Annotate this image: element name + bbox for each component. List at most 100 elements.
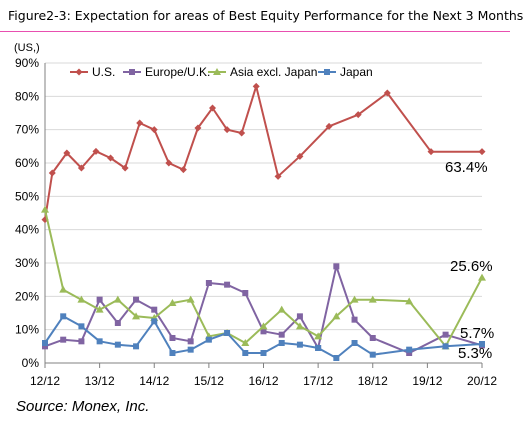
data-point: [427, 148, 435, 156]
data-point: [132, 312, 141, 320]
data-point: [296, 341, 303, 348]
legend-label: U.S.: [92, 65, 115, 79]
data-point: [479, 341, 485, 347]
data-point: [151, 318, 158, 325]
data-point: [78, 338, 85, 345]
data-point: [165, 159, 173, 167]
series-line: [44, 209, 483, 348]
y-tick-label: 80%: [15, 89, 39, 103]
x-tick-label: 19/12: [412, 374, 442, 388]
data-point: [241, 339, 250, 346]
data-point: [114, 320, 121, 326]
y-tick-label: 0%: [22, 356, 40, 370]
data-point: [205, 336, 212, 343]
value-annotation: 5.7%: [460, 325, 494, 342]
data-point: [350, 295, 359, 303]
data-point: [209, 104, 217, 112]
y-tick-label: 20%: [15, 289, 39, 303]
data-point: [113, 295, 122, 303]
value-annotation: 25.6%: [450, 258, 493, 275]
legend: U.S. Europe/U.K. Asia excl. Japan Japan: [70, 65, 373, 79]
x-tick-label: 13/12: [85, 374, 115, 388]
data-point: [205, 280, 212, 286]
data-point: [260, 328, 267, 335]
y-tick-label: 30%: [15, 256, 39, 270]
x-tick-label: 17/12: [303, 374, 333, 388]
data-point: [107, 154, 115, 162]
y-tick-labels: 0% 10% 20% 30% 40% 50% 60% 70% 80% 90%: [15, 56, 39, 370]
data-point: [187, 338, 194, 345]
data-point: [194, 124, 202, 132]
data-point: [42, 343, 48, 350]
data-point: [42, 340, 48, 346]
title-divider: [0, 31, 510, 32]
data-point: [242, 290, 249, 296]
legend-swatch-marker: [213, 68, 221, 75]
data-point: [277, 305, 286, 313]
data-point: [114, 341, 121, 348]
series-europe-u-k-: [42, 263, 485, 356]
data-point: [151, 306, 158, 313]
x-tick-label: 20/12: [467, 374, 497, 388]
y-tick-label: 70%: [15, 123, 39, 137]
data-point: [260, 350, 267, 356]
data-point: [296, 313, 303, 320]
data-point: [369, 351, 376, 358]
data-point: [168, 299, 177, 306]
data-point: [242, 350, 249, 356]
data-point: [296, 152, 304, 160]
series-asia-excl-japan: [41, 205, 486, 350]
data-point: [59, 285, 68, 293]
data-point: [368, 295, 377, 303]
series-u-s-: [41, 82, 486, 224]
data-point: [96, 338, 103, 345]
data-point: [238, 129, 246, 137]
x-tick-label: 16/12: [248, 374, 278, 388]
data-point: [187, 346, 194, 353]
data-point: [274, 172, 282, 180]
data-point: [315, 345, 322, 351]
data-point: [351, 316, 358, 323]
data-point: [278, 331, 285, 338]
series-lines: [41, 82, 486, 361]
data-point: [223, 126, 231, 134]
x-tick-label: 18/12: [358, 374, 388, 388]
value-annotation: 63.4%: [445, 159, 488, 176]
data-point: [150, 126, 158, 134]
legend-label: Asia excl. Japan: [230, 65, 317, 79]
data-point: [48, 169, 56, 177]
legend-swatch-marker: [75, 68, 83, 76]
data-point: [252, 82, 260, 90]
data-point: [77, 295, 86, 303]
data-point: [259, 322, 268, 330]
x-tick-label: 12/12: [30, 374, 60, 388]
axes: [44, 63, 482, 364]
data-point: [133, 296, 140, 303]
source-note: Source: Monex, Inc.: [16, 398, 150, 415]
series-line: [44, 85, 482, 220]
data-point: [478, 148, 486, 156]
data-point: [325, 122, 333, 130]
data-point: [442, 331, 449, 338]
data-point: [354, 111, 362, 119]
data-point: [332, 312, 341, 320]
legend-label: Japan: [340, 65, 373, 79]
data-point: [295, 322, 304, 330]
data-point: [478, 273, 486, 281]
chart-title: Figure2-3: Expectation for areas of Best…: [8, 8, 524, 23]
data-point: [95, 305, 104, 313]
data-point: [179, 166, 187, 174]
data-point: [351, 340, 358, 346]
data-point: [121, 164, 129, 172]
y-tick-label: 50%: [15, 189, 39, 203]
data-point: [369, 335, 376, 341]
data-point: [78, 323, 85, 330]
data-point: [333, 355, 340, 361]
data-point: [405, 297, 414, 305]
annotations: 63.4% 25.6% 5.7% 5.3%: [445, 159, 494, 362]
data-point: [77, 164, 85, 172]
series-line: [44, 265, 483, 354]
data-point: [63, 149, 71, 157]
legend-swatch-marker: [129, 69, 135, 75]
